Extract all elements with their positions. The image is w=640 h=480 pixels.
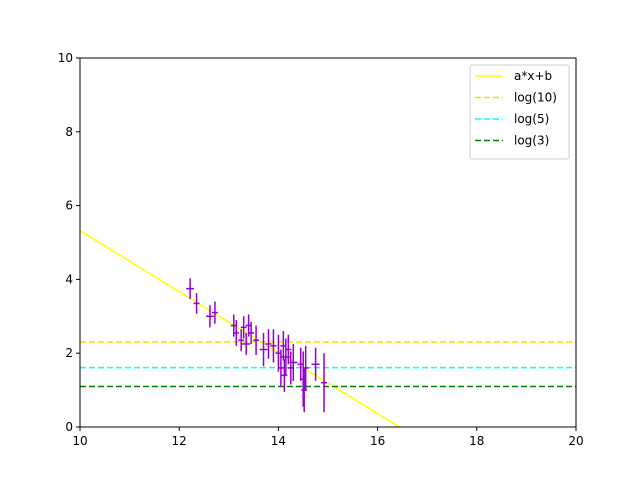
y-tick-label: 2 <box>65 346 73 360</box>
series-layer <box>80 230 576 427</box>
legend-label-2: log(5) <box>514 112 549 126</box>
y-tick-label: 4 <box>65 272 73 286</box>
legend-label-0: a*x+b <box>514 69 552 83</box>
x-tick-label: 18 <box>469 434 484 448</box>
legend-label-1: log(10) <box>514 91 557 105</box>
y-tick-label: 6 <box>65 199 73 213</box>
y-tick-label: 10 <box>58 51 73 65</box>
legend: a*x+b log(10) log(5) log(3) <box>469 64 570 160</box>
x-tick-label: 16 <box>370 434 385 448</box>
x-tick-label: 14 <box>271 434 286 448</box>
y-tick-label: 8 <box>65 125 73 139</box>
legend-box <box>469 64 570 160</box>
y-tick-label: 0 <box>65 420 73 434</box>
series-line-0 <box>80 230 400 427</box>
x-axis: 10 12 14 16 18 20 <box>72 427 584 448</box>
x-tick-label: 10 <box>72 434 87 448</box>
errorbar-layer <box>186 278 328 413</box>
legend-label-3: log(3) <box>514 134 549 148</box>
x-tick-label: 20 <box>568 434 583 448</box>
y-axis: 0 2 4 6 8 10 <box>58 51 80 434</box>
x-tick-label: 12 <box>172 434 187 448</box>
plot-frame <box>79 57 577 428</box>
